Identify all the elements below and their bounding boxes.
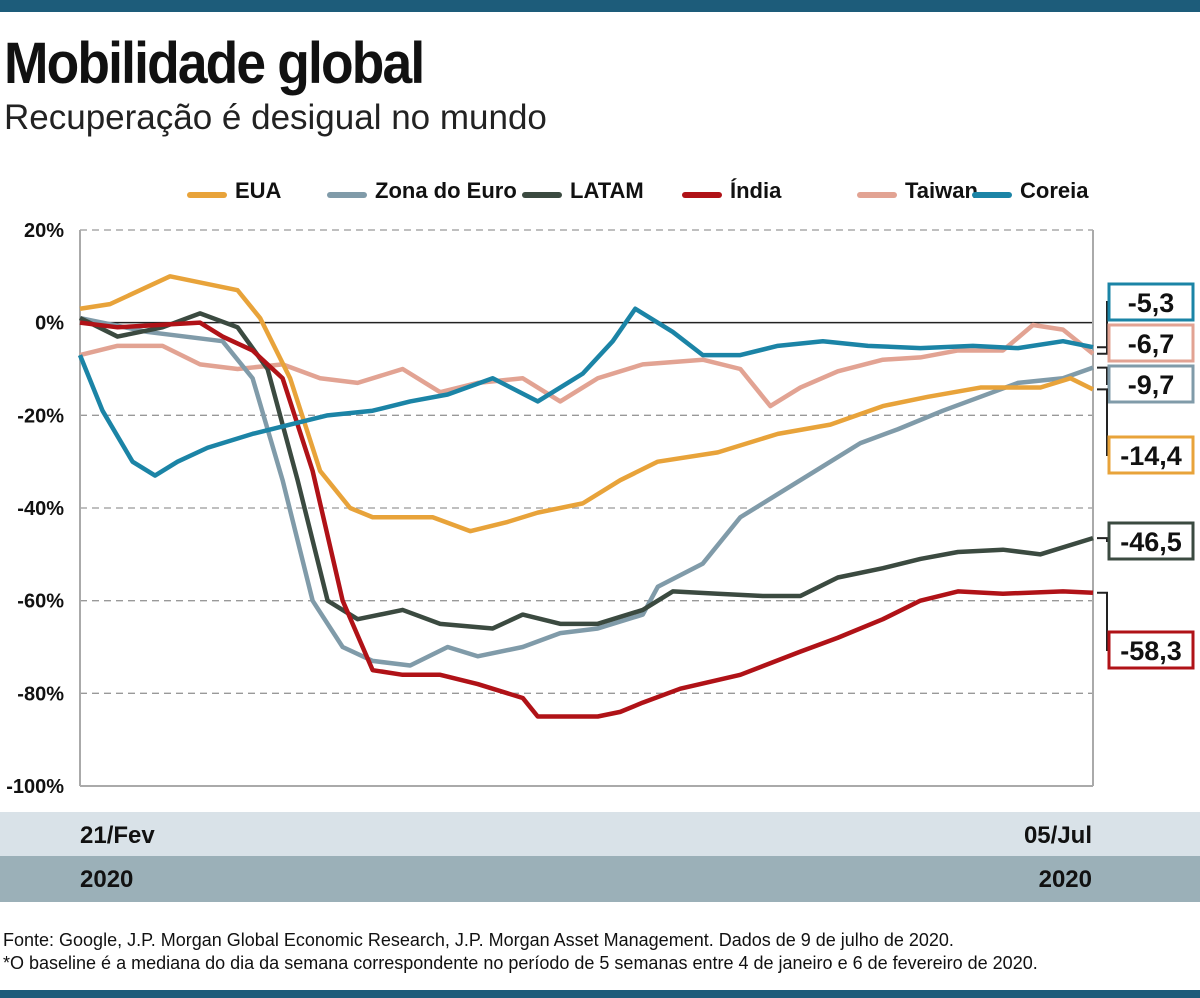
year-band bbox=[0, 856, 1200, 902]
year-start: 2020 bbox=[80, 866, 134, 893]
end-label: -14,4 bbox=[1120, 441, 1182, 471]
series-line-zona-do-euro bbox=[79, 315, 1094, 668]
series-line-índia bbox=[79, 320, 1094, 719]
end-label: -6,7 bbox=[1128, 329, 1175, 359]
leader-line bbox=[1097, 301, 1108, 349]
leader-line bbox=[1097, 388, 1108, 456]
chart-subtitle: Recuperação é desigual no mundo bbox=[4, 98, 547, 137]
legend-label: LATAM bbox=[570, 178, 644, 203]
leader-line bbox=[1097, 537, 1108, 542]
x-tick-start: 21/Fev bbox=[80, 822, 155, 849]
date-band bbox=[0, 812, 1200, 856]
series-line-coreia bbox=[77, 306, 1094, 478]
y-tick-label: 20% bbox=[24, 220, 64, 242]
end-label-box bbox=[1107, 323, 1195, 363]
y-tick-label: -100% bbox=[6, 776, 64, 798]
leader-line bbox=[1097, 366, 1108, 385]
end-label-box bbox=[1107, 282, 1195, 322]
y-tick-label: -40% bbox=[17, 498, 64, 520]
x-tick-end: 05/Jul bbox=[1023, 822, 1092, 849]
series-line-eua bbox=[79, 274, 1094, 534]
year-end: 2020 bbox=[1038, 866, 1092, 893]
source-note: Fonte: Google, J.P. Morgan Global Econom… bbox=[3, 930, 954, 950]
end-label-box bbox=[1107, 364, 1195, 404]
legend-label: Índia bbox=[730, 178, 782, 203]
y-tick-label: -20% bbox=[17, 405, 64, 427]
legend-label: EUA bbox=[235, 178, 282, 203]
bottom-bar bbox=[0, 990, 1200, 998]
y-tick-label: -80% bbox=[17, 683, 64, 705]
series-line-latam bbox=[79, 311, 1094, 631]
end-label: -58,3 bbox=[1120, 636, 1182, 666]
top-bar bbox=[0, 0, 1200, 12]
end-label: -9,7 bbox=[1128, 370, 1175, 400]
legend-label: Zona do Euro bbox=[375, 178, 517, 203]
end-label: -46,5 bbox=[1120, 527, 1182, 557]
end-label-box bbox=[1107, 435, 1195, 475]
chart-title: Mobilidade global bbox=[4, 31, 425, 96]
legend-label: Coreia bbox=[1020, 178, 1089, 203]
end-label: -5,3 bbox=[1128, 288, 1175, 318]
end-label-box bbox=[1107, 521, 1195, 561]
leader-line bbox=[1097, 342, 1108, 355]
leader-line bbox=[1097, 591, 1108, 651]
y-tick-label: -60% bbox=[17, 591, 64, 613]
y-tick-label: 0% bbox=[35, 313, 64, 335]
series-line-taiwan bbox=[79, 322, 1095, 409]
end-label-box bbox=[1107, 630, 1195, 670]
baseline-note: *O baseline é a mediana do dia da semana… bbox=[3, 953, 1038, 973]
legend-label: Taiwan bbox=[905, 178, 978, 203]
